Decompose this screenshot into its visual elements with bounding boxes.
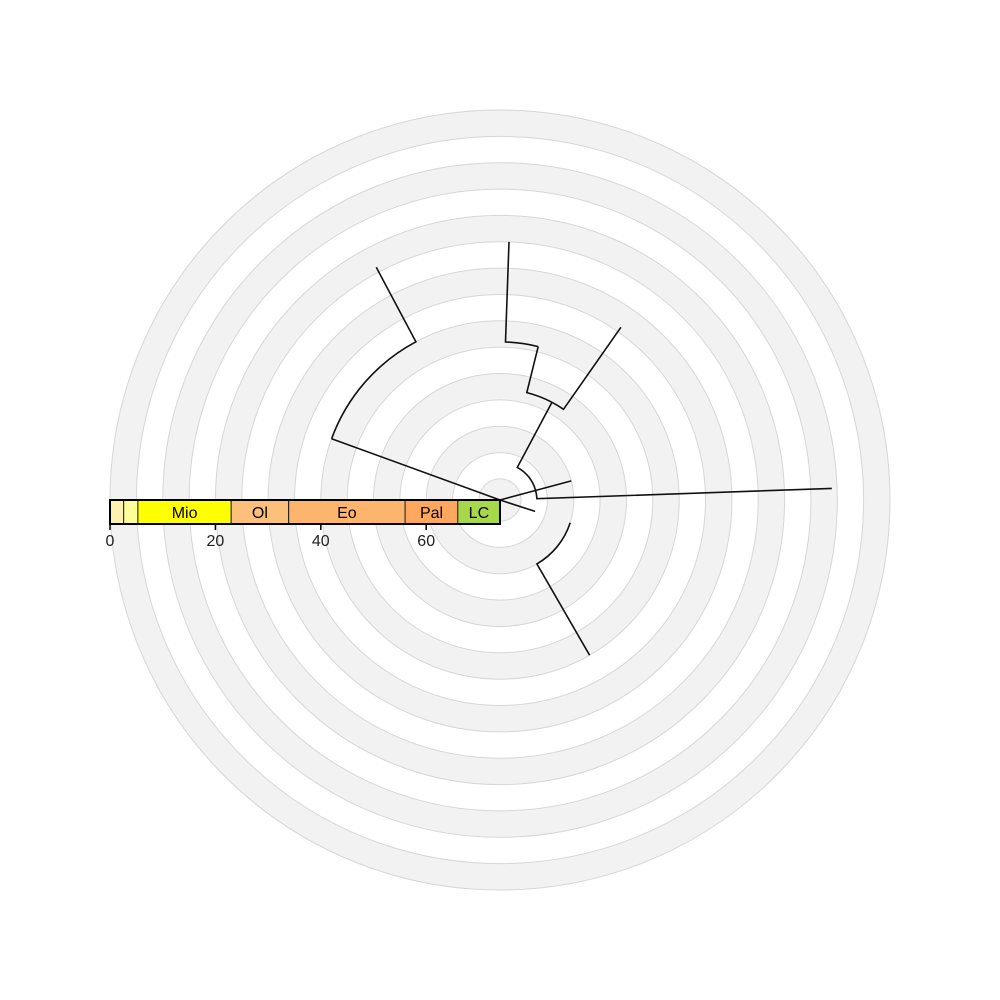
tree-branch (516, 401, 553, 491)
tree-branch (535, 522, 591, 656)
tree-branch (330, 266, 417, 439)
axis-tick-label: 60 (417, 533, 435, 550)
time-rings (109, 109, 891, 891)
axis-tick-label: 40 (312, 533, 330, 550)
period-block (404, 499, 459, 525)
period-label: Eo (337, 505, 357, 522)
tree-branch (331, 437, 501, 501)
period-block (109, 499, 125, 525)
tree-branch (551, 326, 622, 411)
period-label: LC (469, 505, 489, 522)
geologic-timescale: Mio Ol Eo Pal LC 0 20 40 60 (106, 499, 501, 550)
period-block (123, 499, 139, 525)
period-label: Mio (172, 505, 198, 522)
tree-branch (499, 499, 536, 513)
axis-tick-label: 20 (207, 533, 225, 550)
axis-tick-label: 0 (106, 533, 115, 550)
period-label: Pal (420, 505, 443, 522)
tree-branch (504, 241, 539, 348)
tree-branch (525, 346, 553, 404)
tree-branch (534, 487, 832, 500)
period-label: Ol (252, 505, 268, 522)
tree-branches (330, 241, 832, 656)
timescale-frame (109, 499, 501, 525)
